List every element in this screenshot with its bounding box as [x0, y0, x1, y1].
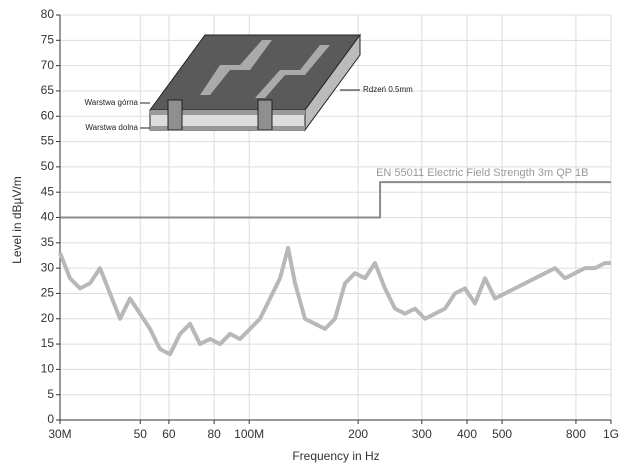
x-tick-label: 1G: [603, 427, 619, 441]
inset-label: Warstwa dolna: [85, 123, 138, 132]
y-tick-label: 55: [41, 134, 55, 148]
pcb-side: [304, 33, 361, 132]
y-tick-label: 20: [41, 311, 55, 325]
x-tick-label: 100M: [234, 427, 264, 441]
y-tick-label: 65: [41, 83, 55, 97]
x-tick-label: 60: [162, 427, 176, 441]
y-tick-label: 50: [41, 159, 55, 173]
pcb-inset: Warstwa górna Warstwa dolna Rdzeń 0.5mm: [85, 33, 413, 132]
y-tick-label: 30: [41, 260, 55, 274]
y-tick-label: 70: [41, 58, 55, 72]
x-tick-label: 80: [207, 427, 221, 441]
x-tick-label: 50: [134, 427, 148, 441]
y-tick-label: 15: [41, 336, 55, 350]
y-axis-title: Level in dBµV/m: [10, 176, 24, 264]
x-axis-title: Frequency in Hz: [292, 449, 379, 463]
trace: [255, 45, 330, 98]
x-tick-label: 200: [348, 427, 368, 441]
series-line: [58, 245, 611, 357]
x-tick-label: 30M: [48, 427, 71, 441]
y-tick-label: 80: [41, 7, 55, 21]
x-tick-label: 500: [492, 427, 512, 441]
trace: [200, 40, 272, 95]
y-tick-label: 10: [41, 362, 55, 376]
limit-label: EN 55011 Electric Field Strength 3m QP 1…: [376, 167, 588, 179]
series-line: [60, 181, 611, 219]
y-tick-label: 45: [41, 184, 55, 198]
y-tick-label: 35: [41, 235, 55, 249]
inset-label: Rdzeń 0.5mm: [363, 85, 413, 94]
x-tick-label: 800: [566, 427, 586, 441]
bottom-copper: [150, 126, 305, 130]
y-tick-label: 0: [47, 412, 54, 426]
via: [257, 99, 273, 131]
y-tick-label: 60: [41, 108, 55, 122]
via: [167, 99, 183, 131]
x-tick-label: 300: [412, 427, 432, 441]
y-tick-label: 25: [41, 286, 55, 300]
y-tick-label: 40: [41, 210, 55, 224]
y-tick-label: 75: [41, 32, 55, 46]
top-copper: [150, 110, 305, 115]
y-tick-label: 5: [47, 387, 54, 401]
inset-label: Warstwa górna: [85, 98, 139, 107]
x-tick-label: 400: [457, 427, 477, 441]
